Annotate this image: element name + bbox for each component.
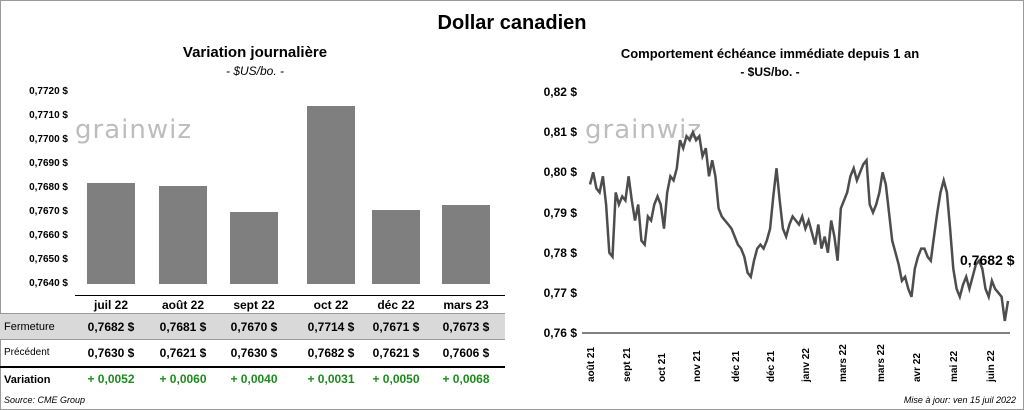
table-row-precedent: Précédent: [0, 340, 505, 367]
left-panel-title: Variation journalière: [182, 44, 328, 61]
row-label-variation: Variation: [4, 374, 51, 386]
last-value-label: 0,7682 $: [960, 252, 1015, 268]
category-label: mars 23: [443, 298, 489, 312]
right-y-tick: 0,82 $: [543, 85, 577, 99]
bar-1: [159, 185, 207, 284]
bar-3: [307, 106, 355, 284]
category-label: oct 22: [313, 298, 349, 312]
right-y-tick: 0,76 $: [543, 326, 577, 340]
table-cell: + 0,0060: [159, 372, 207, 386]
left-y-tick: 0,7720 $: [29, 86, 68, 97]
left-y-tick: 0,7670 $: [29, 206, 68, 217]
left-panel-subtitle: - $US/bo. -: [225, 64, 285, 78]
table-cell: 0,7621 $: [372, 346, 420, 360]
bar-2: [230, 212, 278, 284]
right-x-tick: sept 21: [622, 347, 633, 382]
table-row-variation: Variation: [0, 366, 505, 393]
table-cell: 0,7714 $: [307, 320, 355, 334]
right-y-tick: 0,80 $: [543, 165, 577, 180]
table-cell: 0,7670 $: [230, 320, 278, 334]
table-cell: + 0,0040: [230, 372, 278, 386]
right-x-tick: mars 22: [876, 344, 887, 382]
right-x-tick: déc 21: [731, 350, 742, 382]
row-label-fermeture: Fermeture: [4, 321, 55, 333]
price-series-line: [588, 128, 1010, 322]
table-cell: 0,7682 $: [87, 320, 135, 334]
left-y-tick: 0,7700 $: [29, 134, 68, 145]
table-cell: + 0,0068: [442, 372, 490, 386]
category-label: juil 22: [93, 298, 128, 312]
category-label: déc 22: [377, 298, 415, 312]
table-cell: 0,7682 $: [307, 346, 355, 360]
right-y-tick: 0,79 $: [543, 205, 577, 220]
left-y-tick: 0,7690 $: [29, 158, 68, 169]
left-y-tick: 0,7680 $: [29, 182, 68, 193]
right-x-tick: mars 22: [838, 344, 849, 382]
bar-4: [372, 209, 420, 284]
left-y-tick: 0,7710 $: [29, 110, 68, 121]
bar-5: [442, 204, 490, 284]
right-panel-title: Comportement échéance immédiate depuis 1…: [620, 46, 920, 61]
right-x-tick: août 21: [586, 346, 597, 382]
table-cell: 0,7606 $: [442, 346, 490, 360]
table-cell: + 0,0031: [307, 372, 355, 386]
right-x-tick: oct 21: [657, 353, 668, 382]
category-label: août 22: [161, 298, 204, 312]
left-y-tick: 0,7650 $: [29, 254, 68, 265]
main-title: Dollar canadien: [437, 12, 587, 34]
right-x-tick: janv 22: [801, 348, 812, 382]
table-cell: 0,7681 $: [159, 320, 207, 334]
table-row-fermeture: Fermeture: [0, 313, 505, 340]
table-cell: 0,7673 $: [442, 320, 490, 334]
update-note: Mise à jour: ven 15 juil 2022: [903, 395, 1016, 405]
grainwiz-watermark-right: grainwiz: [585, 115, 702, 145]
grainwiz-watermark-left: grainwiz: [75, 115, 192, 145]
right-y-tick: 0,78 $: [543, 245, 577, 260]
category-label: sept 22: [233, 298, 275, 312]
right-panel-subtitle: - $US/bo. -: [740, 65, 800, 79]
row-label-precedent: Précédent: [4, 347, 50, 358]
left-y-tick: 0,7660 $: [29, 230, 68, 241]
table-cell: + 0,0052: [87, 372, 135, 386]
right-y-tick: 0,77 $: [543, 285, 577, 300]
left-y-tick: 0,7640 $: [29, 278, 68, 289]
right-x-tick: nov 21: [692, 350, 703, 382]
right-y-tick: 0,81 $: [543, 125, 577, 140]
right-x-tick: juin 22: [986, 350, 997, 382]
table-cell: 0,7621 $: [159, 346, 207, 360]
right-x-tick: avr 22: [912, 353, 923, 382]
left-x-axis-line: [75, 295, 505, 296]
table-cell: 0,7671 $: [372, 320, 420, 334]
source-note: Source: CME Group: [4, 395, 86, 405]
table-cell: 0,7630 $: [87, 346, 135, 360]
right-x-tick: déc 21: [766, 350, 777, 382]
bar-0: [87, 183, 135, 284]
right-x-tick: mai 22: [949, 350, 960, 382]
table-cell: 0,7630 $: [230, 346, 278, 360]
table-cell: + 0,0050: [372, 372, 420, 386]
